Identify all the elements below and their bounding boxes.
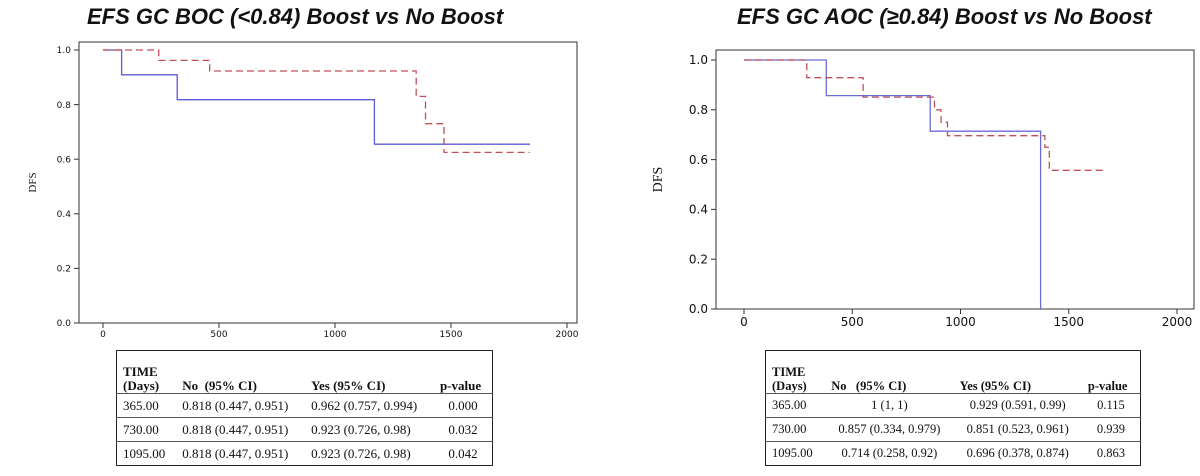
cell-no: 1 (1, 1) xyxy=(825,393,954,418)
header-yes: Yes (95% CI) xyxy=(959,379,1032,393)
cell-pvalue: 0.939 xyxy=(1081,417,1141,442)
cell-no: 0.857 (0.334, 0.979) xyxy=(825,417,954,442)
cell-pvalue: 0.000 xyxy=(433,393,493,418)
header-yes: Yes (95% CI) xyxy=(311,378,386,393)
series-line-dashed xyxy=(103,49,530,154)
cell-yes: 0.923 (0.726, 0.98) xyxy=(305,441,434,466)
chart-title-right: EFS GC AOC (≥0.84) Boost vs No Boost xyxy=(737,4,1152,29)
x-tick-label: 500 xyxy=(210,330,227,340)
chart-title-left: EFS GC BOC (<0.84) Boost vs No Boost xyxy=(87,4,504,29)
plot-frame xyxy=(78,41,578,324)
header-time: TIME (Days) xyxy=(123,364,160,393)
x-tick-label: 2000 xyxy=(1162,315,1193,329)
header-pvalue: p-value xyxy=(439,378,482,393)
y-tick-label: 0.8 xyxy=(689,103,708,117)
cell-no: 0.818 (0.447, 0.951) xyxy=(176,393,306,418)
y-tick-label: 0.6 xyxy=(57,155,72,165)
cell-pvalue: 0.042 xyxy=(433,441,493,466)
cell-no: 0.818 (0.447, 0.951) xyxy=(176,441,306,466)
y-tick-label: 0.0 xyxy=(57,319,72,329)
y-tick-label: 0.2 xyxy=(689,252,708,266)
y-tick-label: 0.8 xyxy=(57,101,72,111)
cell-yes: 0.929 (0.591, 0.99) xyxy=(953,393,1082,418)
series-line-solid xyxy=(103,49,530,145)
cell-time: 365.00 xyxy=(765,393,826,418)
table-row: 1095.00 0.818 (0.447, 0.951) 0.923 (0.72… xyxy=(116,441,493,466)
y-tick-label: 0.6 xyxy=(689,153,708,167)
y-tick-label: 1.0 xyxy=(689,53,708,67)
series-line-solid xyxy=(744,59,1042,309)
cell-pvalue: 0.032 xyxy=(433,417,493,442)
survival-chart-left: 0 500 1000 1500 2000 0.0 0.2 0.4 0.6 0.8 1.0 DFS xyxy=(27,41,579,340)
y-tick-label: 0.4 xyxy=(689,203,708,217)
table-row: 1095.00 0.714 (0.258, 0.92) 0.696 (0.378… xyxy=(765,441,1141,466)
y-tick-label: 1.0 xyxy=(57,46,72,56)
x-tick-label: 1500 xyxy=(1053,315,1084,329)
y-tick-label: 0.4 xyxy=(57,210,72,220)
survival-table-right: TIME (Days) No (95% CI) Yes (95% CI) p-v… xyxy=(765,350,1141,466)
cell-time: 365.00 xyxy=(116,393,177,418)
x-tick-label: 500 xyxy=(841,315,864,329)
header-pvalue: p-value xyxy=(1087,379,1128,393)
cell-time: 730.00 xyxy=(765,417,826,442)
y-tick-label: 0.0 xyxy=(689,302,708,316)
x-tick-label: 0 xyxy=(740,315,748,329)
x-tick-label: 0 xyxy=(100,330,106,340)
cell-yes: 0.962 (0.757, 0.994) xyxy=(305,393,434,418)
header-no: No (95% CI) xyxy=(831,379,907,393)
x-tick-label: 1500 xyxy=(440,330,463,340)
survival-table-left: TIME (Days) No (95% CI) Yes (95% CI) p-v… xyxy=(116,350,493,466)
table-row: 365.00 0.818 (0.447, 0.951) 0.962 (0.757… xyxy=(116,393,493,418)
cell-yes: 0.851 (0.523, 0.961) xyxy=(953,417,1082,442)
cell-yes: 0.923 (0.726, 0.98) xyxy=(305,417,434,442)
y-axis-label: DFS xyxy=(27,172,39,192)
survival-chart-right: 0 500 1000 1500 2000 0.0 0.2 0.4 0.6 0.8 1.0 DFS xyxy=(651,49,1195,329)
cell-no: 0.714 (0.258, 0.92) xyxy=(825,441,954,466)
cell-yes: 0.696 (0.378, 0.874) xyxy=(953,441,1082,466)
header-time: TIME (Days) xyxy=(772,365,807,393)
x-tick-label: 2000 xyxy=(556,330,579,340)
y-axis-label: DFS xyxy=(651,167,666,193)
x-tick-label: 1000 xyxy=(324,330,347,340)
x-tick-label: 1000 xyxy=(945,315,976,329)
table-header-row: TIME (Days) No (95% CI) Yes (95% CI) p-v… xyxy=(766,351,1141,394)
table-row: 730.00 0.857 (0.334, 0.979) 0.851 (0.523… xyxy=(765,417,1141,442)
cell-time: 1095.00 xyxy=(765,441,826,466)
header-no: No (95% CI) xyxy=(182,378,257,393)
cell-pvalue: 0.863 xyxy=(1081,441,1141,466)
table-header-row: TIME (Days) No (95% CI) Yes (95% CI) p-v… xyxy=(117,351,493,394)
cell-time: 730.00 xyxy=(116,417,177,442)
cell-pvalue: 0.115 xyxy=(1081,393,1141,418)
table-row: 365.00 1 (1, 1) 0.929 (0.591, 0.99) 0.11… xyxy=(765,393,1141,418)
series-line-dashed xyxy=(744,59,1106,171)
y-tick-label: 0.2 xyxy=(57,265,71,275)
cell-time: 1095.00 xyxy=(116,441,177,466)
plot-frame xyxy=(715,49,1195,310)
cell-no: 0.818 (0.447, 0.951) xyxy=(176,417,306,442)
table-row: 730.00 0.818 (0.447, 0.951) 0.923 (0.726… xyxy=(116,417,493,442)
